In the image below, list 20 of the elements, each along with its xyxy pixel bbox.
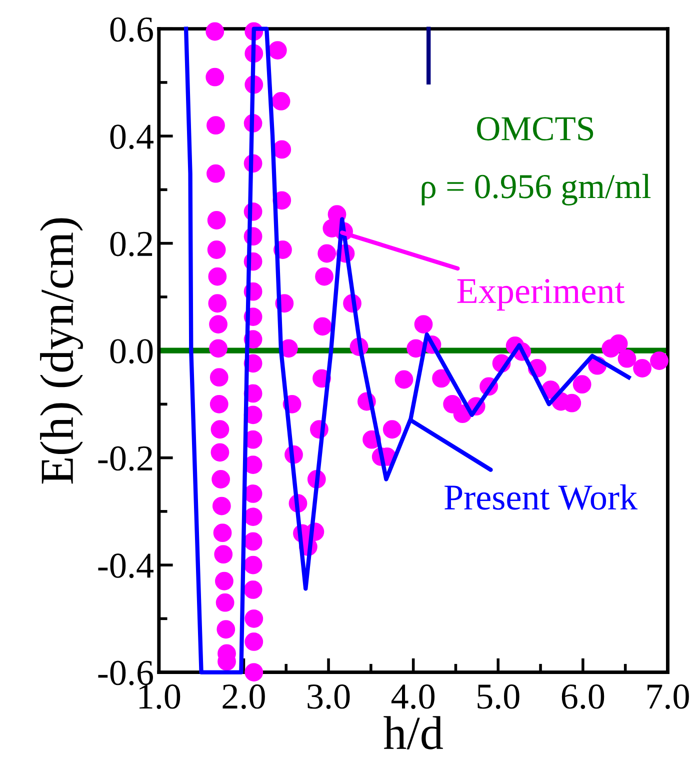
- x-tick-label: 4.0: [391, 684, 435, 709]
- x-tick-label: 5.0: [478, 684, 520, 709]
- x-axis-title: h/d: [384, 716, 443, 750]
- x-tick-label: 2.0: [222, 684, 265, 709]
- x-tick-label: 7.0: [648, 684, 689, 709]
- y-tick-label: 0.4: [110, 124, 154, 150]
- x-tick-label: 3.0: [308, 684, 350, 709]
- x-tick-label: 6.0: [562, 684, 604, 709]
- y-tick-label: 0.0: [110, 339, 153, 364]
- y-tick-label: 0.6: [110, 17, 153, 42]
- y-tick-label: -0.4: [98, 554, 154, 578]
- y-axis-title: E(h) (dyn/cm): [40, 218, 84, 484]
- annotation: ρ = 0.956 gm/ml: [422, 174, 651, 206]
- y-tick-label: -0.2: [98, 446, 152, 471]
- annotation: Experiment: [457, 279, 625, 311]
- y-tick-label: -0.6: [98, 660, 153, 686]
- y-tick-label: 0.2: [110, 232, 152, 256]
- annotation: OMCTS: [477, 117, 594, 140]
- x-tick-label: 1.0: [140, 684, 180, 709]
- annotation: Present Work: [444, 484, 638, 510]
